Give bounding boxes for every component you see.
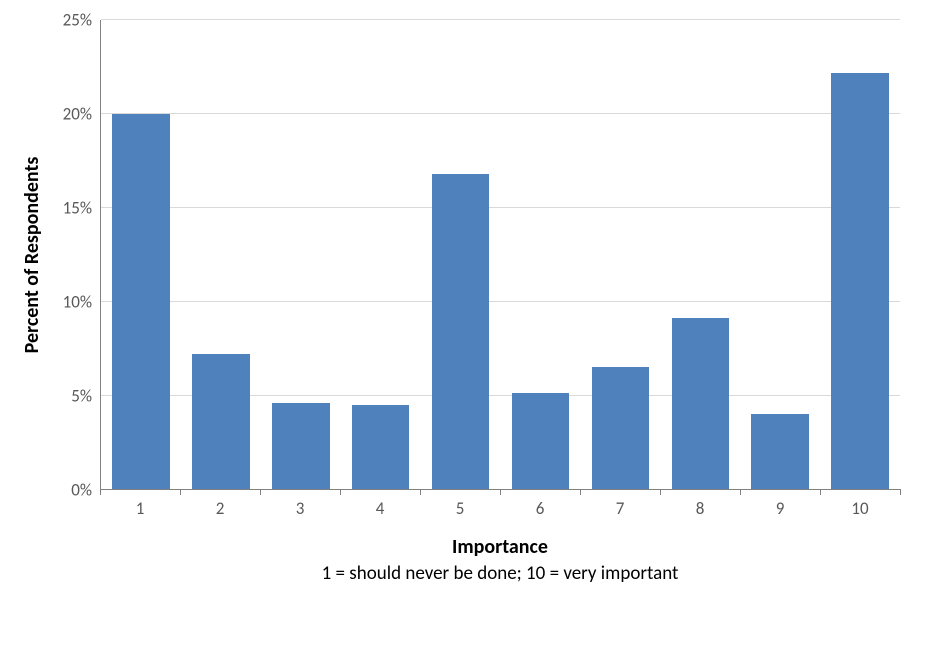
bar-slot: [501, 20, 581, 489]
x-tick-mark: [420, 489, 421, 495]
x-tick-mark: [340, 489, 341, 495]
bar-slot: [660, 20, 740, 489]
x-tick-label: 6: [500, 498, 580, 519]
x-tick-label: 3: [260, 498, 340, 519]
x-tick-mark: [740, 489, 741, 495]
x-tick-mark: [660, 489, 661, 495]
x-tick-label: 2: [180, 498, 260, 519]
bar: [192, 354, 250, 489]
x-tick-mark: [100, 489, 101, 495]
bar: [831, 73, 889, 489]
x-tick-mark: [900, 489, 901, 495]
y-tick-label: 10%: [42, 292, 92, 313]
bar-slot: [740, 20, 820, 489]
x-tick-mark: [580, 489, 581, 495]
y-tick-label: 5%: [42, 386, 92, 407]
bars-container: [101, 20, 900, 489]
x-axis-subtitle: 1 = should never be done; 10 = very impo…: [100, 562, 900, 585]
x-tick-label: 7: [580, 498, 660, 519]
plot-area: [100, 20, 900, 490]
x-tick-mark: [820, 489, 821, 495]
x-tick-label: 1: [100, 498, 180, 519]
bar-slot: [580, 20, 660, 489]
y-axis-title: Percent of Respondents: [20, 157, 44, 354]
x-tick-label: 8: [660, 498, 740, 519]
bar-slot: [101, 20, 181, 489]
bar-slot: [421, 20, 501, 489]
x-tick-mark: [180, 489, 181, 495]
bar-slot: [820, 20, 900, 489]
bar: [592, 367, 650, 489]
bar: [751, 414, 809, 489]
y-tick-label: 20%: [42, 104, 92, 125]
bar: [112, 114, 170, 489]
x-tick-mark: [260, 489, 261, 495]
x-tick-label: 10: [820, 498, 900, 519]
y-tick-label: 25%: [42, 10, 92, 31]
y-tick-label: 0%: [42, 480, 92, 501]
x-axis-title: Importance: [100, 535, 900, 559]
bar-slot: [261, 20, 341, 489]
bar: [432, 174, 490, 489]
bar: [352, 405, 410, 489]
x-tick-label: 9: [740, 498, 820, 519]
chart-container: Percent of Respondents Importance 1 = sh…: [0, 0, 935, 646]
x-tick-mark: [500, 489, 501, 495]
x-tick-label: 5: [420, 498, 500, 519]
bar: [672, 318, 730, 489]
bar-slot: [181, 20, 261, 489]
y-tick-label: 15%: [42, 198, 92, 219]
bar: [512, 393, 570, 489]
x-tick-label: 4: [340, 498, 420, 519]
bar: [272, 403, 330, 489]
bar-slot: [341, 20, 421, 489]
